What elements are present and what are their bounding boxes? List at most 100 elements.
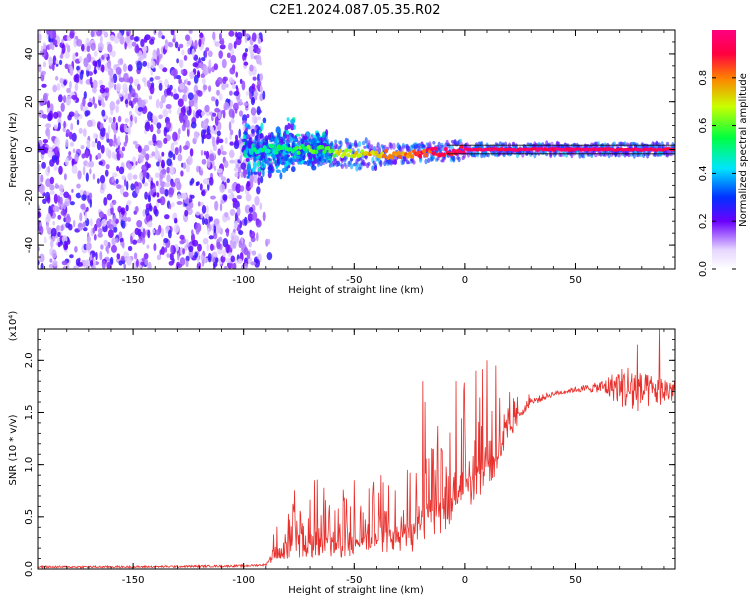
ridge-halo: [299, 155, 303, 162]
ridge-core: [443, 147, 448, 152]
noise-speckle: [183, 79, 187, 84]
noise-speckle: [225, 227, 230, 237]
noise-speckle: [160, 181, 166, 188]
noise-speckle: [42, 93, 48, 103]
noise-speckle: [63, 95, 67, 104]
noise-speckle: [86, 141, 91, 150]
ridge-halo: [340, 164, 344, 169]
ridge-halo: [655, 141, 659, 146]
noise-speckle: [254, 195, 260, 206]
noise-speckle: [128, 76, 134, 84]
noise-speckle: [63, 79, 67, 86]
ridge-halo: [310, 134, 314, 140]
ridge-halo: [423, 145, 427, 148]
noise-speckle: [74, 246, 78, 253]
noise-speckle: [131, 231, 135, 238]
ridge-halo: [458, 138, 463, 143]
spectral-blob: [263, 163, 267, 168]
snr-ylabel: SNR (10 * v/v): [8, 414, 19, 485]
noise-speckle: [210, 126, 215, 135]
spectral-blob: [262, 169, 265, 177]
noise-speckle: [168, 260, 174, 266]
noise-speckle: [144, 121, 151, 132]
noise-speckle: [230, 231, 236, 242]
noise-speckle: [192, 109, 196, 117]
noise-speckle: [251, 83, 256, 90]
noise-speckle: [243, 247, 249, 256]
ridge-halo: [350, 163, 354, 170]
noise-speckle: [244, 216, 248, 226]
noise-speckle: [132, 140, 138, 145]
noise-speckle: [75, 192, 82, 199]
noise-speckle: [209, 176, 214, 186]
ridge-core: [346, 153, 351, 158]
noise-speckle: [230, 48, 235, 56]
noise-speckle: [54, 137, 60, 148]
noise-speckle: [61, 38, 64, 44]
noise-speckle: [88, 160, 95, 168]
noise-speckle: [170, 30, 175, 36]
noise-speckle: [101, 64, 105, 73]
noise-speckle: [181, 123, 186, 132]
noise-speckle: [225, 83, 229, 88]
noise-speckle: [72, 52, 76, 62]
noise-speckle: [40, 145, 47, 155]
noise-speckle: [82, 96, 86, 107]
ridge-core: [374, 150, 379, 155]
noise-speckle: [93, 50, 98, 57]
spectral-blob: [287, 122, 291, 130]
noise-speckle: [139, 99, 146, 108]
noise-speckle: [221, 151, 227, 156]
snr-plot-area: [38, 329, 675, 569]
noise-speckle: [221, 110, 225, 114]
noise-speckle: [113, 154, 117, 160]
noise-speckle: [162, 168, 166, 175]
noise-speckle: [118, 93, 123, 98]
noise-speckle: [255, 54, 262, 65]
noise-speckle: [200, 57, 206, 62]
noise-speckle: [214, 200, 219, 211]
noise-speckle: [84, 110, 89, 117]
ridge-halo: [303, 160, 307, 164]
noise-speckle: [89, 192, 93, 200]
noise-speckle: [143, 182, 149, 187]
noise-speckle: [196, 165, 200, 173]
noise-speckle: [74, 153, 79, 162]
ridge-halo: [291, 161, 295, 166]
noise-speckle: [174, 217, 178, 223]
noise-speckle: [198, 62, 202, 67]
ridge-halo: [324, 134, 328, 140]
noise-speckle: [150, 60, 156, 69]
noise-speckle: [47, 148, 53, 158]
noise-speckle: [202, 216, 205, 226]
colorbar-tick-label: 0.6: [698, 118, 709, 134]
noise-speckle: [238, 230, 244, 236]
noise-speckle: [179, 114, 184, 124]
ridge-halo: [279, 139, 283, 146]
noise-speckle: [236, 195, 242, 200]
noise-speckle: [259, 202, 263, 211]
noise-speckle: [95, 138, 98, 144]
noise-speckle: [212, 31, 216, 40]
noise-speckle: [94, 61, 98, 67]
noise-speckle: [161, 246, 165, 256]
ridge-halo: [311, 145, 315, 149]
spectral-blob: [267, 169, 273, 174]
noise-speckle: [232, 197, 238, 203]
noise-speckle: [209, 153, 215, 162]
ridge-halo: [308, 160, 313, 164]
ridge-halo: [335, 144, 339, 150]
spectral-blob: [246, 175, 250, 179]
noise-speckle: [201, 158, 207, 165]
noise-speckle: [201, 205, 207, 214]
snr-xtick-label: -50: [346, 575, 362, 586]
noise-speckle: [103, 197, 108, 206]
noise-speckle: [215, 99, 219, 107]
snr-series-line: [38, 329, 675, 569]
noise-speckle: [124, 127, 130, 133]
noise-speckle: [244, 36, 248, 44]
noise-speckle: [56, 83, 61, 91]
ridge-halo: [257, 155, 261, 160]
noise-speckle: [86, 45, 91, 53]
ridge-halo: [286, 138, 290, 143]
